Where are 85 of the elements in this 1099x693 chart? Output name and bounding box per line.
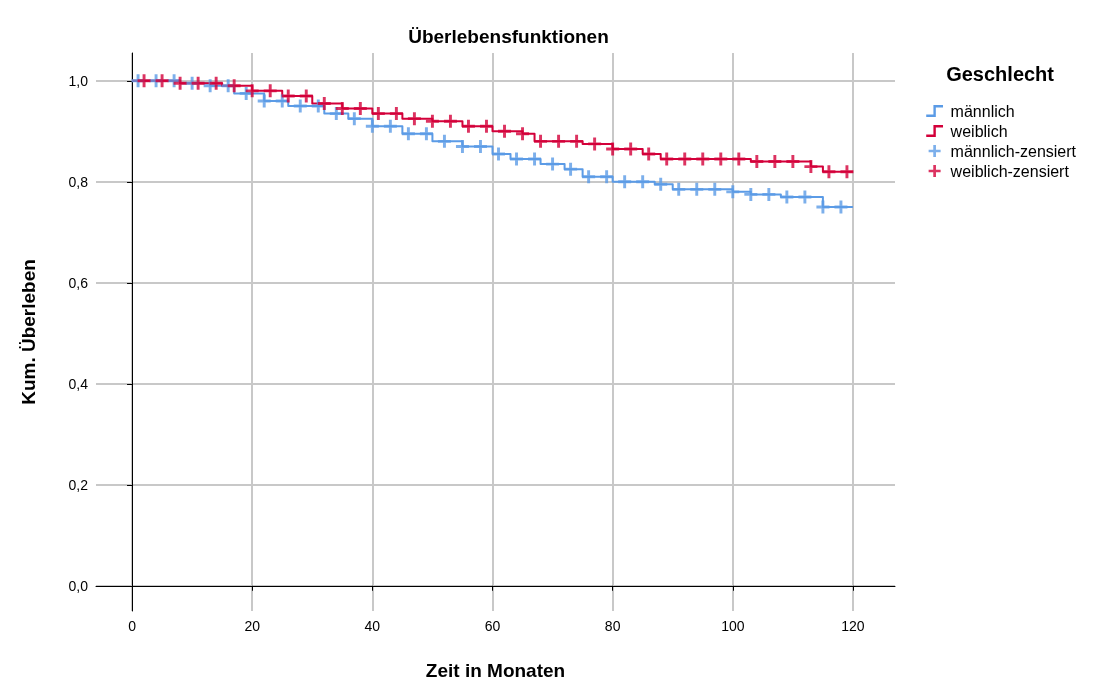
point [600, 170, 614, 184]
point [768, 155, 782, 169]
point [564, 162, 578, 176]
point [606, 142, 620, 156]
legend-label: männlich-zensiert [950, 142, 1077, 160]
point [317, 97, 331, 110]
point [461, 119, 475, 133]
point [353, 102, 367, 116]
point [588, 137, 602, 151]
point [624, 142, 638, 156]
point [437, 134, 451, 148]
chart-title: Überlebensfunktionen [408, 26, 609, 47]
point [840, 165, 854, 179]
y-tick-label: 0,0 [68, 577, 89, 594]
point [786, 155, 800, 169]
x-tick-label: 80 [604, 618, 621, 634]
point [173, 76, 187, 90]
legend-label: weiblich [949, 122, 1008, 140]
legend-title: Geschlecht [946, 63, 1055, 85]
point [383, 119, 397, 133]
point [708, 182, 722, 196]
y-tick-label: 0,4 [68, 375, 89, 392]
point [822, 165, 836, 179]
x-tick-label: 100 [721, 618, 745, 634]
y-tick-label: 0,6 [68, 274, 89, 291]
point [401, 127, 415, 141]
x-tick-label: 40 [364, 618, 381, 634]
point [419, 127, 433, 141]
point [516, 127, 530, 141]
point [510, 152, 524, 166]
point [137, 74, 151, 88]
point [389, 107, 403, 121]
point [654, 177, 668, 191]
point [528, 152, 542, 166]
point [732, 152, 746, 166]
point [618, 175, 632, 189]
x-tick-label: 20 [244, 618, 261, 634]
point [347, 112, 361, 126]
point [473, 139, 487, 153]
y-axis-title: Kum. Überleben [18, 259, 39, 405]
x-tick-label: 60 [484, 618, 501, 634]
point [714, 152, 728, 166]
point [750, 155, 764, 169]
point [425, 114, 439, 128]
point [365, 119, 379, 133]
point [281, 89, 295, 103]
point [660, 152, 674, 166]
point [245, 84, 259, 98]
point [299, 89, 313, 103]
legend-label: männlich [950, 102, 1015, 120]
point [696, 152, 710, 166]
point [227, 79, 241, 93]
point [479, 119, 493, 133]
point [546, 157, 560, 171]
point [498, 124, 512, 138]
point [780, 190, 794, 204]
point [407, 112, 421, 126]
point [798, 190, 812, 204]
point [455, 139, 469, 153]
point [443, 114, 457, 128]
point [155, 74, 169, 88]
x-tick-label: 120 [841, 618, 865, 634]
point [762, 187, 776, 201]
point [570, 134, 584, 148]
point [672, 182, 686, 196]
point [335, 102, 349, 116]
point [690, 182, 704, 196]
legend-label: weiblich-zensiert [949, 162, 1070, 180]
point [636, 175, 650, 189]
point [582, 170, 596, 184]
point [371, 107, 385, 121]
point [263, 84, 277, 98]
point [191, 76, 205, 90]
point [804, 160, 818, 174]
y-tick-label: 0,8 [68, 173, 89, 190]
y-tick-label: 0,2 [68, 476, 89, 493]
x-tick-label: 0 [128, 618, 137, 634]
y-tick-label: 1,0 [68, 72, 89, 89]
point [678, 152, 692, 166]
point [726, 185, 740, 199]
point [552, 134, 566, 148]
point [209, 76, 223, 90]
point [534, 134, 548, 148]
x-axis-title: Zeit in Monaten [425, 660, 566, 681]
point [744, 187, 758, 201]
